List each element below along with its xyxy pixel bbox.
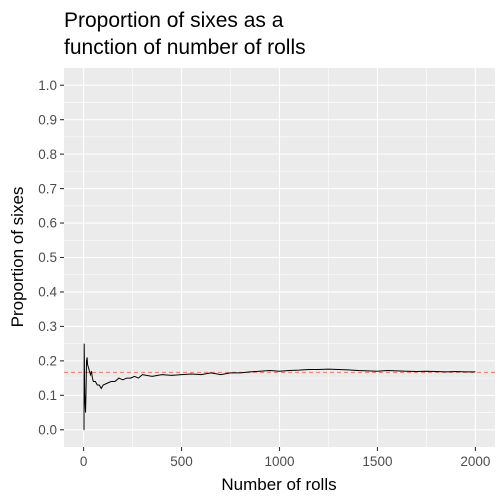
- x-tick-label: 2000: [460, 454, 490, 469]
- y-tick-label: 0.9: [38, 112, 57, 127]
- y-tick-label: 0.8: [38, 147, 57, 162]
- y-tick-label: 1.0: [38, 78, 57, 93]
- chart-title-line-1: Proportion of sixes as a: [64, 9, 284, 32]
- x-axis-title: Number of rolls: [221, 475, 336, 494]
- y-axis-title: Proportion of sixes: [8, 187, 27, 328]
- y-tick-label: 0.7: [38, 181, 57, 196]
- y-tick-label: 0.4: [38, 285, 57, 300]
- x-tick-label: 500: [170, 454, 193, 469]
- y-axis: 0.0 0.1 0.2 0.3 0.4 0.5 0.6 0.7 0.8 0.9 1.0: [38, 78, 64, 437]
- series-line: [83, 343, 476, 431]
- x-tick-label: 1500: [362, 454, 392, 469]
- x-tick-label: 0: [80, 454, 88, 469]
- major-gridlines: [64, 68, 495, 447]
- y-tick-label: 0.2: [38, 354, 57, 369]
- chart-title-line-2: function of number of rolls: [64, 36, 306, 59]
- y-tick-label: 0.3: [38, 319, 57, 334]
- y-tick-label: 0.1: [38, 388, 57, 403]
- x-tick-label: 1000: [264, 454, 294, 469]
- y-tick-label: 0.6: [38, 216, 57, 231]
- y-tick-label: 0.5: [38, 250, 57, 265]
- x-axis: 0 500 1000 1500 2000: [80, 447, 490, 469]
- y-tick-label: 0.0: [38, 422, 57, 437]
